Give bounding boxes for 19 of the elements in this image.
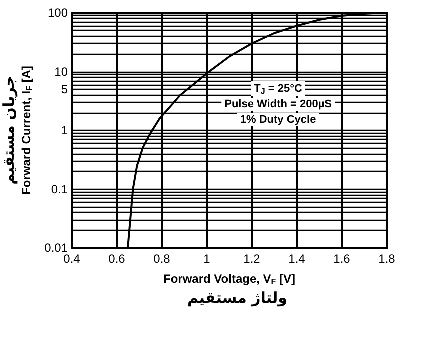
- y-tick-label: 0.01: [44, 241, 68, 255]
- x-tick-label: 1: [204, 252, 211, 266]
- x-tick-label: 1.8: [378, 252, 396, 266]
- annotation: 1% Duty Cycle: [240, 114, 316, 126]
- x-tick-label: 0.6: [108, 252, 126, 266]
- y-axis-title: Forward Current, IF [A]: [20, 66, 34, 195]
- text: جریان مستقیم: [0, 76, 18, 185]
- x-tick-label: 1.4: [288, 252, 306, 266]
- x-tick-label: 0.8: [154, 252, 171, 266]
- y-tick-label: 1: [61, 124, 68, 138]
- y-tick-label: 5: [61, 82, 68, 96]
- y-tick-label: 0.1: [51, 182, 68, 196]
- y-tick-label: 10: [54, 64, 68, 79]
- text: ولتاژ مستقیم: [188, 289, 288, 307]
- y-tick-label: 100: [48, 6, 68, 20]
- x-tick-label: 0.4: [64, 252, 81, 266]
- x-tick-label: 1.2: [244, 252, 261, 266]
- annotation: Pulse Width = 200µS: [224, 98, 332, 110]
- x-tick-label: 1.6: [334, 252, 351, 266]
